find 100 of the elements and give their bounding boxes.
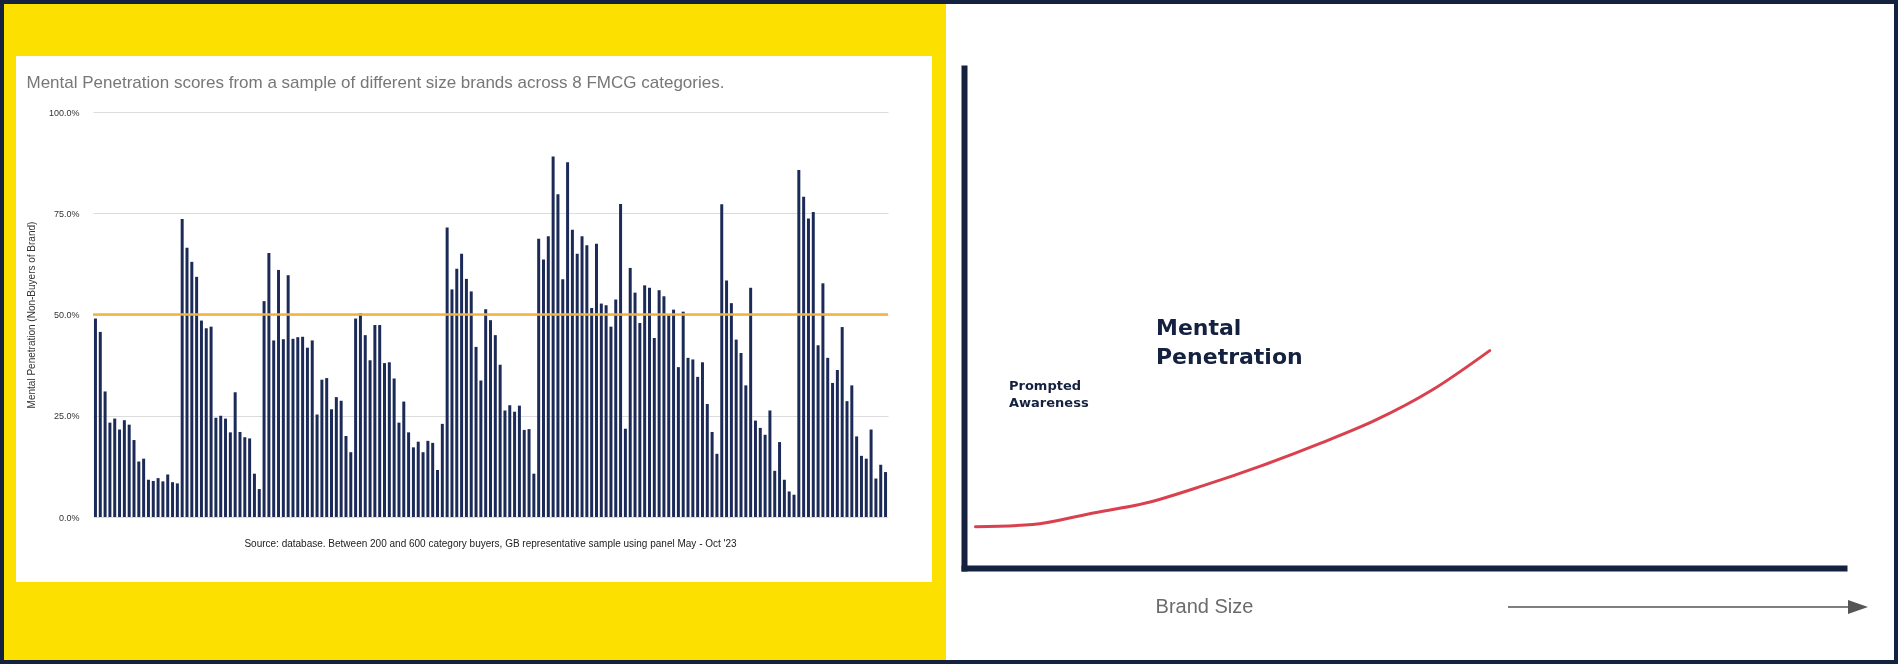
y-tick-label: 0.0% xyxy=(58,512,80,523)
bar xyxy=(729,303,733,517)
bar xyxy=(171,482,175,517)
bar xyxy=(614,299,618,517)
bar xyxy=(233,392,237,517)
bar xyxy=(604,305,608,517)
bar xyxy=(137,461,141,517)
bar xyxy=(831,382,835,517)
bar xyxy=(407,432,411,517)
bar xyxy=(286,275,290,517)
bar xyxy=(402,401,406,517)
bar xyxy=(546,236,550,517)
bar xyxy=(489,320,492,517)
bar xyxy=(146,479,150,517)
bar xyxy=(657,290,661,517)
bar xyxy=(252,473,256,517)
bar xyxy=(209,326,213,517)
source-note: Source: database. Between 200 and 600 category buyers, GB representative sample using panel May - Oct '23 xyxy=(244,538,738,549)
bar xyxy=(710,431,714,517)
bar xyxy=(840,327,844,517)
bar xyxy=(821,283,825,517)
bar xyxy=(859,455,863,517)
bar xyxy=(633,292,637,517)
bar xyxy=(199,320,203,517)
bar xyxy=(281,339,285,517)
bar xyxy=(166,474,170,517)
bar xyxy=(725,280,729,517)
y-tick-label: 50.0% xyxy=(53,310,80,320)
bar xyxy=(537,238,541,517)
bar xyxy=(522,429,526,517)
bar xyxy=(301,336,305,517)
bar xyxy=(884,472,888,517)
annotation: Mental Penetration xyxy=(1156,315,1303,369)
bar xyxy=(474,346,478,517)
bar xyxy=(426,440,430,517)
bar xyxy=(305,347,309,517)
bar xyxy=(416,441,420,517)
bar xyxy=(349,452,353,517)
y-tick-label: 75.0% xyxy=(53,208,80,219)
bar xyxy=(339,400,343,517)
bar xyxy=(219,415,223,517)
bar xyxy=(277,269,281,517)
bar xyxy=(599,303,603,517)
x-axis-title: Brand Size xyxy=(1155,594,1254,617)
bar xyxy=(387,362,391,517)
bar xyxy=(180,218,184,517)
bar xyxy=(373,325,377,517)
bar xyxy=(594,243,598,517)
bar xyxy=(806,218,810,517)
bar xyxy=(498,364,502,517)
bar xyxy=(720,204,724,517)
bar xyxy=(749,287,753,517)
y-tick-label: 100.0% xyxy=(48,107,80,118)
bar xyxy=(392,378,396,517)
y-axis-title: Mental Penetration (Non-Buyers of Brand) xyxy=(25,221,37,409)
bar xyxy=(676,367,680,517)
bar xyxy=(267,252,271,517)
bar xyxy=(691,359,695,517)
bar xyxy=(787,491,791,517)
bar xyxy=(228,432,232,517)
bar xyxy=(411,447,415,517)
bar xyxy=(782,479,786,517)
bar xyxy=(440,423,444,517)
bar xyxy=(431,442,435,517)
bar xyxy=(566,162,570,517)
bar xyxy=(575,253,579,517)
bar xyxy=(517,405,521,517)
bar xyxy=(103,391,107,517)
bar xyxy=(696,376,700,517)
bar xyxy=(195,276,199,517)
bar xyxy=(243,437,247,517)
bar xyxy=(484,309,488,517)
bar xyxy=(580,236,584,517)
bar xyxy=(561,279,565,517)
bar xyxy=(325,378,329,517)
bar xyxy=(811,212,815,517)
bar xyxy=(667,315,671,517)
bar xyxy=(628,267,632,517)
bar xyxy=(686,357,690,517)
bar xyxy=(753,420,757,517)
annotation: Prompted Awareness xyxy=(1009,378,1089,410)
bar xyxy=(98,331,102,517)
bar xyxy=(734,339,738,517)
bar xyxy=(330,409,334,517)
bar xyxy=(855,436,859,517)
bar xyxy=(797,169,801,517)
bar xyxy=(623,428,627,517)
bar xyxy=(864,458,868,517)
bar xyxy=(460,253,464,517)
bar xyxy=(436,470,439,517)
bar xyxy=(590,308,594,517)
bar xyxy=(248,438,252,517)
chart-title: Mental Penetration scores from a sample of different size brands across 8 FMCG categories. xyxy=(26,73,725,92)
bar xyxy=(161,481,165,517)
bar xyxy=(647,287,651,517)
bar xyxy=(354,318,358,517)
bar xyxy=(122,420,126,517)
bar xyxy=(224,418,228,517)
bar xyxy=(127,424,131,517)
bar xyxy=(879,464,883,517)
